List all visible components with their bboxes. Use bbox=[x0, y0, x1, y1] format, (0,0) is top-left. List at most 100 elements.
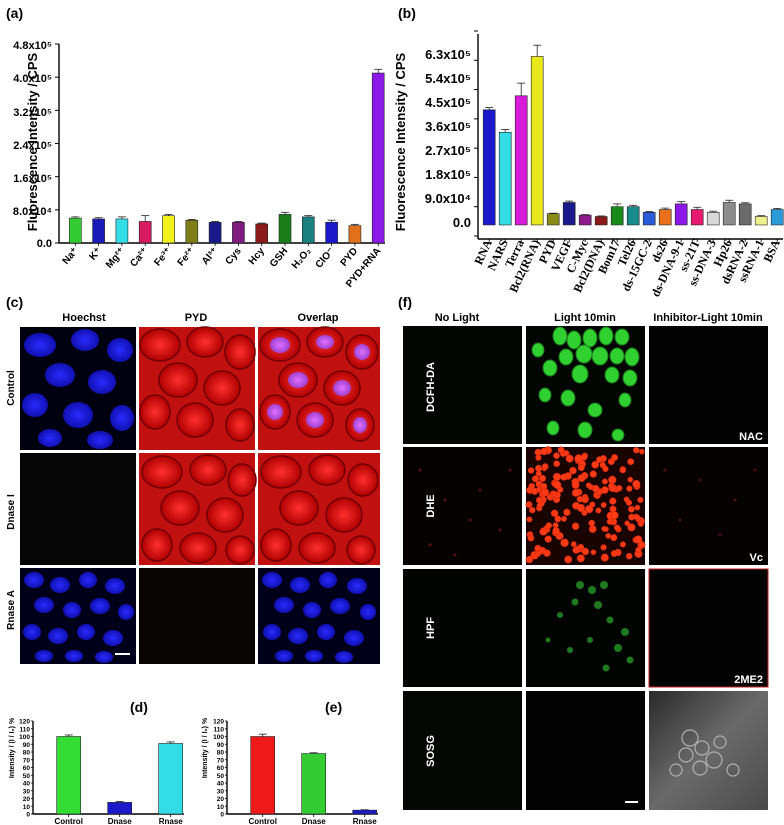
dhe-red-cell bbox=[563, 450, 570, 457]
panel-c-column-pyd: PYD bbox=[185, 312, 208, 324]
dhe-red-cell bbox=[608, 482, 614, 489]
inhibitor-label-vc: Vc bbox=[750, 552, 763, 564]
y-tick-label: 50 bbox=[23, 773, 31, 780]
dhe-red-cell bbox=[535, 454, 542, 461]
dhe-red-cell bbox=[541, 463, 549, 470]
x-tick-label: Fe³⁺ bbox=[152, 246, 173, 269]
bar bbox=[626, 206, 640, 226]
dhe-red-cell bbox=[538, 474, 547, 482]
panel-b-y-tick-7: 6.3x10⁵ bbox=[425, 47, 471, 62]
y-tick-label: 120 bbox=[213, 719, 224, 726]
panel-f-microscopy: No Light Light 10min Inhibitor-Light 10m… bbox=[403, 312, 769, 810]
chart-panel-e: Intensity / (I / I₀) % 01020304050607080… bbox=[202, 717, 378, 825]
panel-c-row-rnase: Rnase A bbox=[6, 590, 17, 630]
dhe-red-cell bbox=[638, 448, 645, 455]
dhe-red-cell bbox=[553, 460, 561, 468]
panel-f-row-hpf: HPF bbox=[425, 617, 437, 639]
overlap-cells-dnase bbox=[260, 454, 379, 565]
hoechst-nuclei-control bbox=[22, 329, 134, 449]
dhe-red-cell bbox=[589, 470, 597, 478]
x-tick-label: Al³⁺ bbox=[200, 246, 220, 267]
y-tick-label: 90 bbox=[23, 742, 31, 749]
inhibitor-label-nac: NAC bbox=[739, 431, 763, 443]
hpf-green-cells bbox=[545, 581, 634, 672]
dhe-faint-dots-inhibitor bbox=[663, 468, 757, 537]
dhe-red-cells bbox=[525, 446, 646, 564]
panel-f-column-inhibitor: Inhibitor-Light 10min bbox=[653, 312, 763, 324]
dhe-red-cell bbox=[531, 475, 539, 483]
panel-label-a: (a) bbox=[6, 5, 23, 21]
panel-a-y-tick-0: 0.0 bbox=[37, 238, 52, 250]
dhe-red-cell bbox=[560, 473, 568, 481]
bar bbox=[301, 753, 327, 815]
y-tick-label: 10 bbox=[23, 804, 31, 811]
x-tick-label: BSA bbox=[760, 237, 783, 264]
bar bbox=[138, 221, 152, 244]
dhe-red-cell bbox=[561, 515, 567, 522]
dhe-red-cell bbox=[590, 549, 597, 556]
panel-label-f: (f) bbox=[398, 294, 412, 310]
panel-b-y-tick-4: 3.6x10⁵ bbox=[425, 119, 471, 134]
dhe-red-cell bbox=[535, 470, 542, 477]
image-hpf-light bbox=[526, 569, 645, 687]
bar bbox=[754, 216, 768, 226]
dhe-red-cell bbox=[634, 504, 641, 511]
panel-b-y-axis-label: Fluorescence Intensity / CPS bbox=[393, 52, 408, 231]
bar bbox=[498, 131, 512, 226]
bar bbox=[352, 809, 378, 815]
y-tick-label: 30 bbox=[23, 788, 31, 795]
sosg-brightfield-cells bbox=[669, 729, 740, 777]
bar bbox=[185, 219, 199, 244]
bar bbox=[578, 214, 592, 226]
dhe-red-cell bbox=[552, 527, 560, 535]
x-tick-label: GSH bbox=[268, 246, 290, 270]
panel-f-column-no-light: No Light bbox=[435, 312, 480, 324]
bar bbox=[232, 221, 245, 244]
pyd-cells-control bbox=[139, 326, 256, 442]
bar bbox=[208, 221, 222, 244]
hoechst-nuclei-rnase bbox=[23, 572, 134, 663]
panel-b-y-tick-1: 9.0x10⁴ bbox=[425, 191, 471, 206]
dhe-red-cell bbox=[578, 544, 584, 550]
dhe-red-cell bbox=[552, 472, 562, 482]
dhe-red-cell bbox=[527, 534, 535, 542]
panel-e-y-axis-label: Intensity / (I / I₀) % bbox=[202, 717, 209, 778]
dhe-red-cell bbox=[637, 496, 644, 504]
dhe-red-cell bbox=[615, 484, 623, 492]
x-tick-label: Hcy bbox=[247, 246, 268, 267]
y-tick-label: 100 bbox=[213, 734, 224, 741]
bar bbox=[658, 209, 672, 226]
bar bbox=[690, 209, 704, 226]
y-tick-label: 20 bbox=[23, 796, 31, 803]
dhe-red-cell bbox=[576, 503, 586, 512]
dhe-red-cell bbox=[563, 508, 571, 516]
panel-c-microscopy: Hoechst PYD Overlap Control Dnase I Rnas… bbox=[6, 312, 380, 664]
dhe-red-cell bbox=[627, 505, 635, 513]
y-tick-label: 120 bbox=[19, 719, 30, 726]
overlap-cells-control bbox=[259, 326, 379, 442]
dhe-red-cell bbox=[633, 446, 640, 454]
dhe-red-cell bbox=[635, 546, 642, 554]
x-tick-label: ClO⁻ bbox=[314, 246, 337, 271]
x-tick-label: Dnase bbox=[302, 817, 327, 825]
bar bbox=[278, 214, 292, 244]
dhe-red-cell bbox=[577, 474, 586, 483]
image-sosg-no-light bbox=[403, 691, 522, 810]
panel-label-d: (d) bbox=[130, 699, 148, 715]
y-tick-label: 40 bbox=[217, 781, 225, 788]
dhe-red-cell bbox=[553, 480, 562, 490]
dhe-red-cell bbox=[632, 479, 641, 489]
image-hpf-no-light bbox=[403, 569, 522, 687]
bar bbox=[562, 202, 576, 226]
dhe-red-cell bbox=[526, 516, 533, 523]
dhe-red-cell bbox=[600, 544, 607, 551]
panel-f-row-dhe: DHE bbox=[425, 494, 437, 517]
dhe-red-cell bbox=[610, 511, 619, 520]
dhe-red-cell bbox=[570, 541, 577, 548]
dhe-red-cell bbox=[551, 490, 558, 497]
dhe-red-cell bbox=[609, 497, 617, 505]
panel-c-column-hoechst: Hoechst bbox=[62, 312, 106, 324]
bar bbox=[348, 225, 362, 244]
dhe-red-cell bbox=[565, 454, 574, 463]
dhe-red-cell bbox=[596, 456, 603, 464]
